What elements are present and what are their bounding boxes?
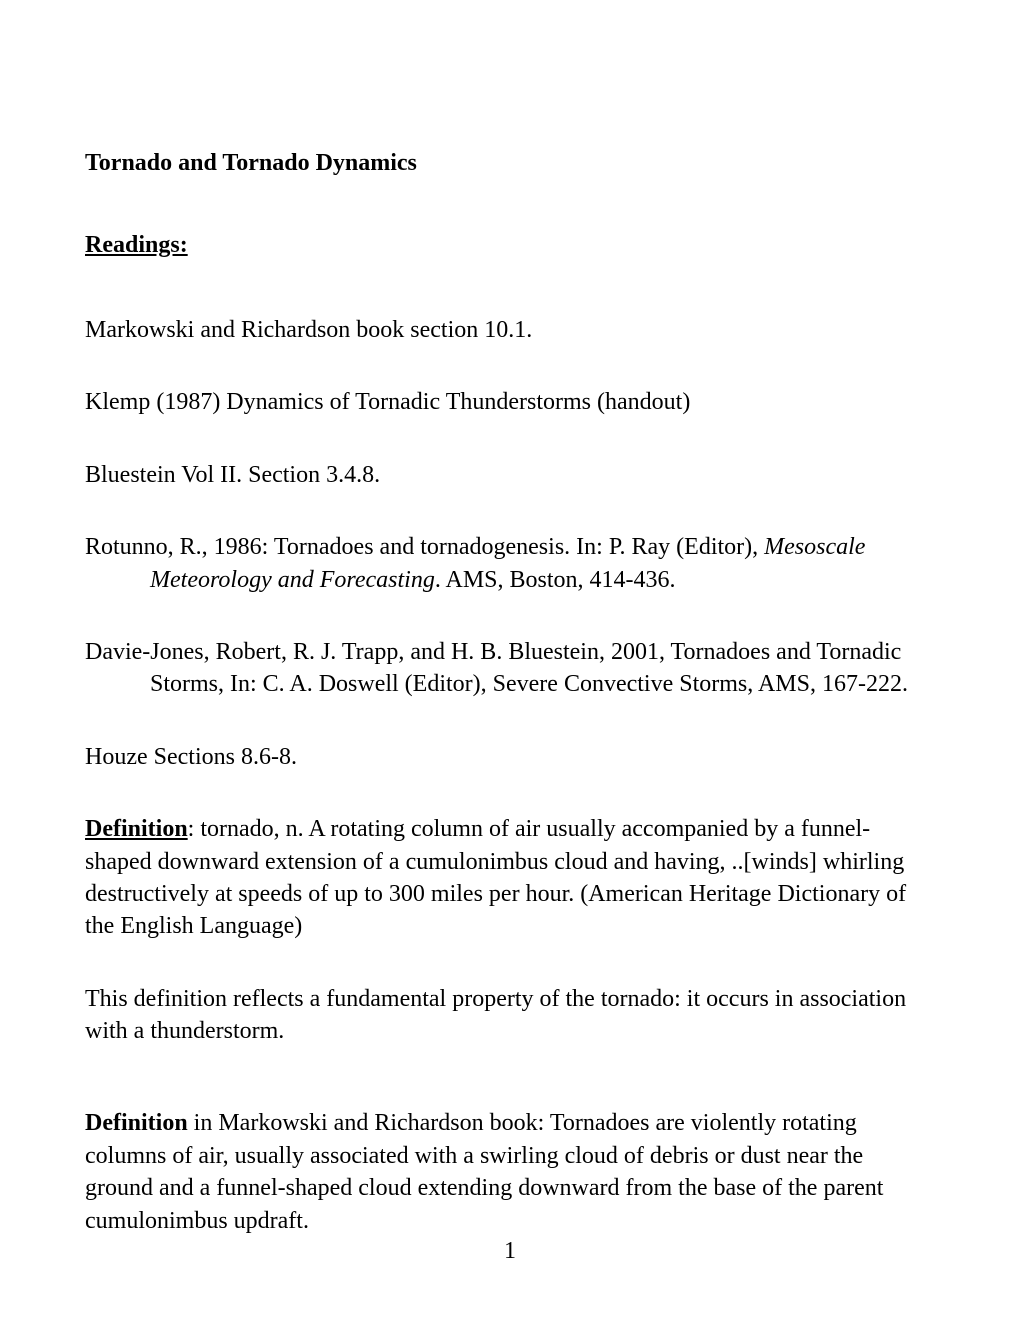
definition-label: Definition xyxy=(85,816,188,842)
reading-item: Bluestein Vol II. Section 3.4.8. xyxy=(85,459,935,491)
definition-paragraph: Definition: tornado, n. A rotating colum… xyxy=(85,813,935,943)
definition-label: Definition xyxy=(85,1110,188,1136)
reading-item: Houze Sections 8.6-8. xyxy=(85,741,935,773)
reading-item: Davie-Jones, Robert, R. J. Trapp, and H.… xyxy=(85,636,935,701)
document-title: Tornado and Tornado Dynamics xyxy=(85,150,935,177)
readings-heading: Readings: xyxy=(85,232,935,259)
reading-text-suffix: . AMS, Boston, 414-436. xyxy=(435,567,676,593)
definition-paragraph: Definition in Markowski and Richardson b… xyxy=(85,1107,935,1237)
document-page: Tornado and Tornado Dynamics Readings: M… xyxy=(0,0,1020,1337)
reading-item: Rotunno, R., 1986: Tornadoes and tornado… xyxy=(85,531,935,596)
page-number: 1 xyxy=(0,1238,1020,1265)
reading-item: Markowski and Richardson book section 10… xyxy=(85,314,935,346)
reading-item: Klemp (1987) Dynamics of Tornadic Thunde… xyxy=(85,386,935,418)
definition-text: in Markowski and Richardson book: Tornad… xyxy=(85,1110,883,1233)
reading-text-prefix: Rotunno, R., 1986: Tornadoes and tornado… xyxy=(85,534,764,560)
definition-text: : tornado, n. A rotating column of air u… xyxy=(85,816,906,939)
body-paragraph: This definition reflects a fundamental p… xyxy=(85,983,935,1048)
